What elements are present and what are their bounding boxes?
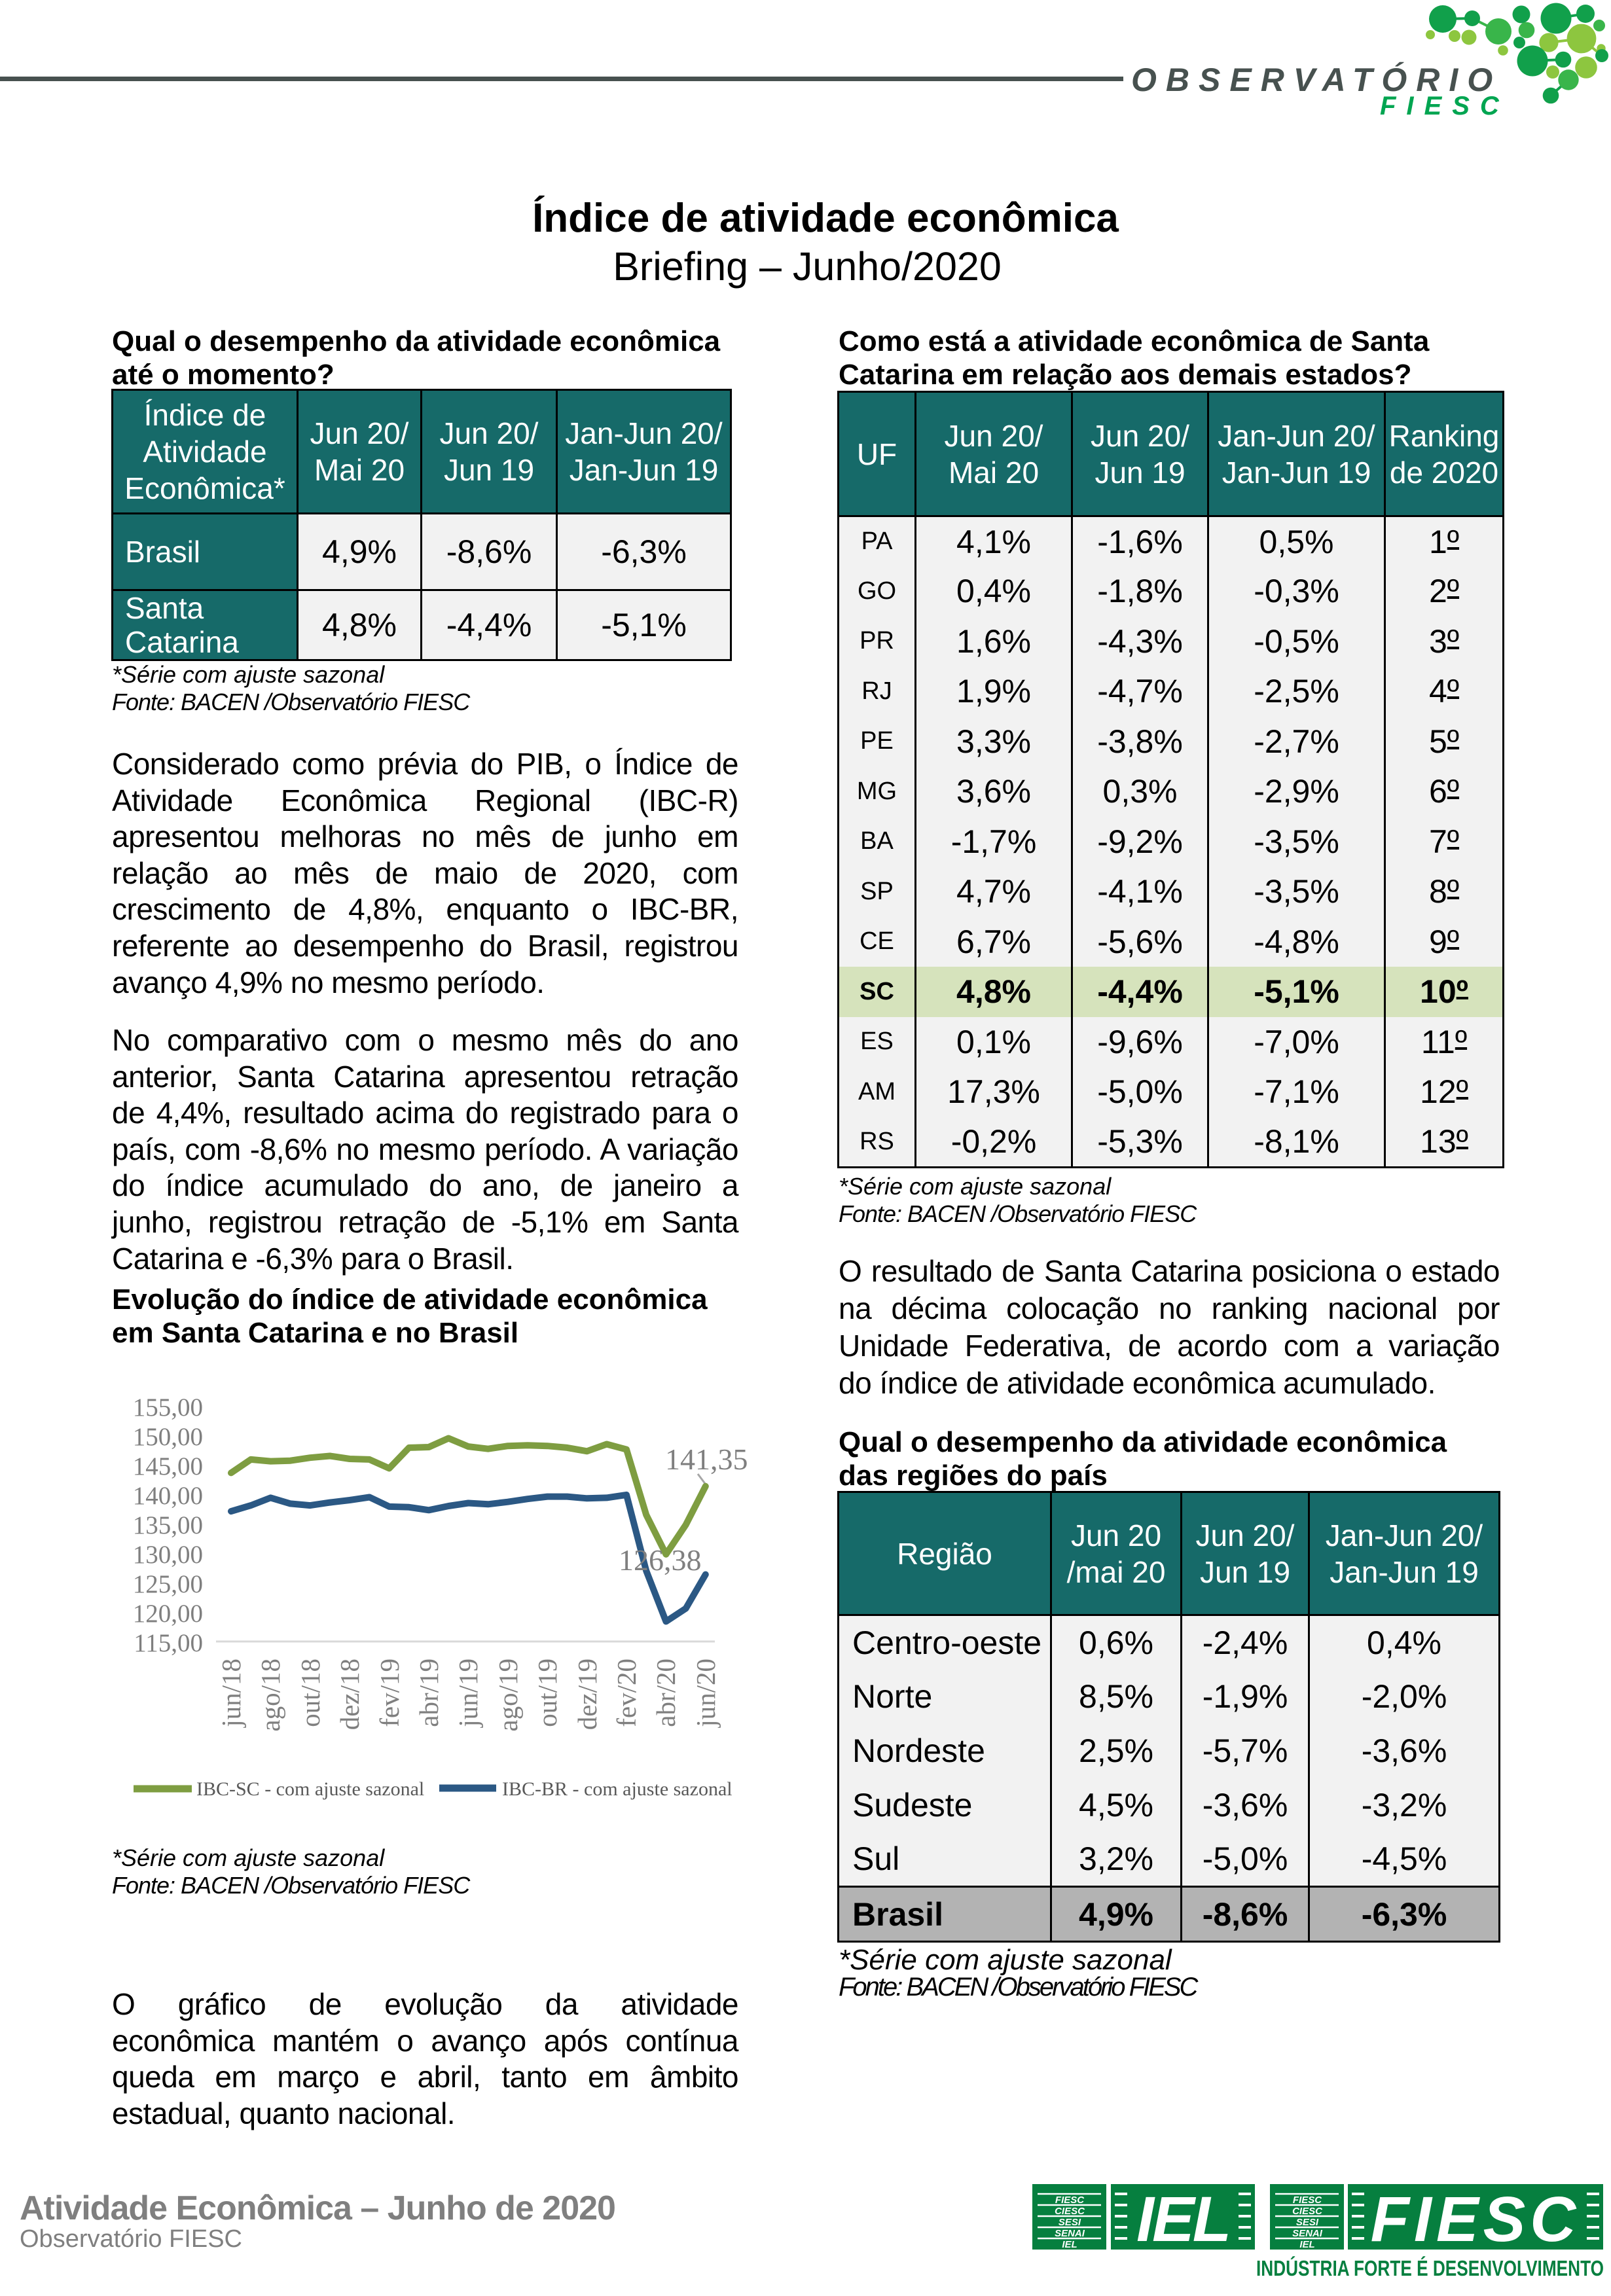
svg-text:FIESC: FIESC xyxy=(1293,2195,1322,2206)
svg-text:jun/18: jun/18 xyxy=(216,1659,246,1729)
svg-text:155,00: 155,00 xyxy=(133,1393,203,1422)
svg-text:145,00: 145,00 xyxy=(133,1452,203,1480)
svg-text:jun/20: jun/20 xyxy=(691,1659,721,1729)
svg-text:out/18: out/18 xyxy=(295,1659,325,1727)
svg-text:126,38: 126,38 xyxy=(619,1543,702,1577)
svg-text:IEL: IEL xyxy=(1062,2239,1077,2250)
svg-text:SESI: SESI xyxy=(1059,2217,1081,2228)
svg-text:ago/18: ago/18 xyxy=(255,1659,285,1732)
svg-text:SESI: SESI xyxy=(1296,2217,1319,2228)
svg-text:FIESC: FIESC xyxy=(1055,2195,1085,2206)
svg-text:dez/18: dez/18 xyxy=(335,1659,365,1730)
svg-text:ago/19: ago/19 xyxy=(493,1659,523,1732)
svg-text:jun/19: jun/19 xyxy=(453,1659,483,1729)
svg-text:140,00: 140,00 xyxy=(133,1482,203,1510)
svg-text:IEL: IEL xyxy=(1299,2239,1314,2250)
svg-text:SENAI: SENAI xyxy=(1055,2228,1085,2239)
svg-text:CIESC: CIESC xyxy=(1292,2206,1323,2217)
svg-text:125,00: 125,00 xyxy=(133,1570,203,1598)
svg-text:dez/19: dez/19 xyxy=(572,1659,602,1730)
svg-text:fev/20: fev/20 xyxy=(611,1659,642,1727)
svg-text:IEL: IEL xyxy=(1136,2183,1229,2255)
svg-text:115,00: 115,00 xyxy=(134,1629,203,1657)
svg-text:IBC-BR - com ajuste sazonal: IBC-BR - com ajuste sazonal xyxy=(502,1778,733,1800)
svg-text:141,35: 141,35 xyxy=(665,1443,748,1476)
svg-text:fev/19: fev/19 xyxy=(374,1659,405,1727)
svg-text:FIESC: FIESC xyxy=(1371,2183,1581,2255)
svg-text:SENAI: SENAI xyxy=(1292,2228,1323,2239)
svg-text:out/19: out/19 xyxy=(532,1659,562,1727)
svg-text:135,00: 135,00 xyxy=(133,1511,203,1539)
svg-text:120,00: 120,00 xyxy=(133,1600,203,1628)
svg-text:abr/20: abr/20 xyxy=(651,1659,681,1727)
svg-text:IBC-SC - com ajuste sazonal: IBC-SC - com ajuste sazonal xyxy=(196,1778,424,1800)
svg-text:CIESC: CIESC xyxy=(1055,2206,1085,2217)
svg-text:130,00: 130,00 xyxy=(133,1541,203,1569)
svg-text:INDÚSTRIA FORTE É DESENVOLVIME: INDÚSTRIA FORTE É DESENVOLVIMENTO xyxy=(1256,2256,1604,2280)
svg-text:150,00: 150,00 xyxy=(133,1423,203,1451)
svg-text:abr/19: abr/19 xyxy=(414,1659,444,1727)
